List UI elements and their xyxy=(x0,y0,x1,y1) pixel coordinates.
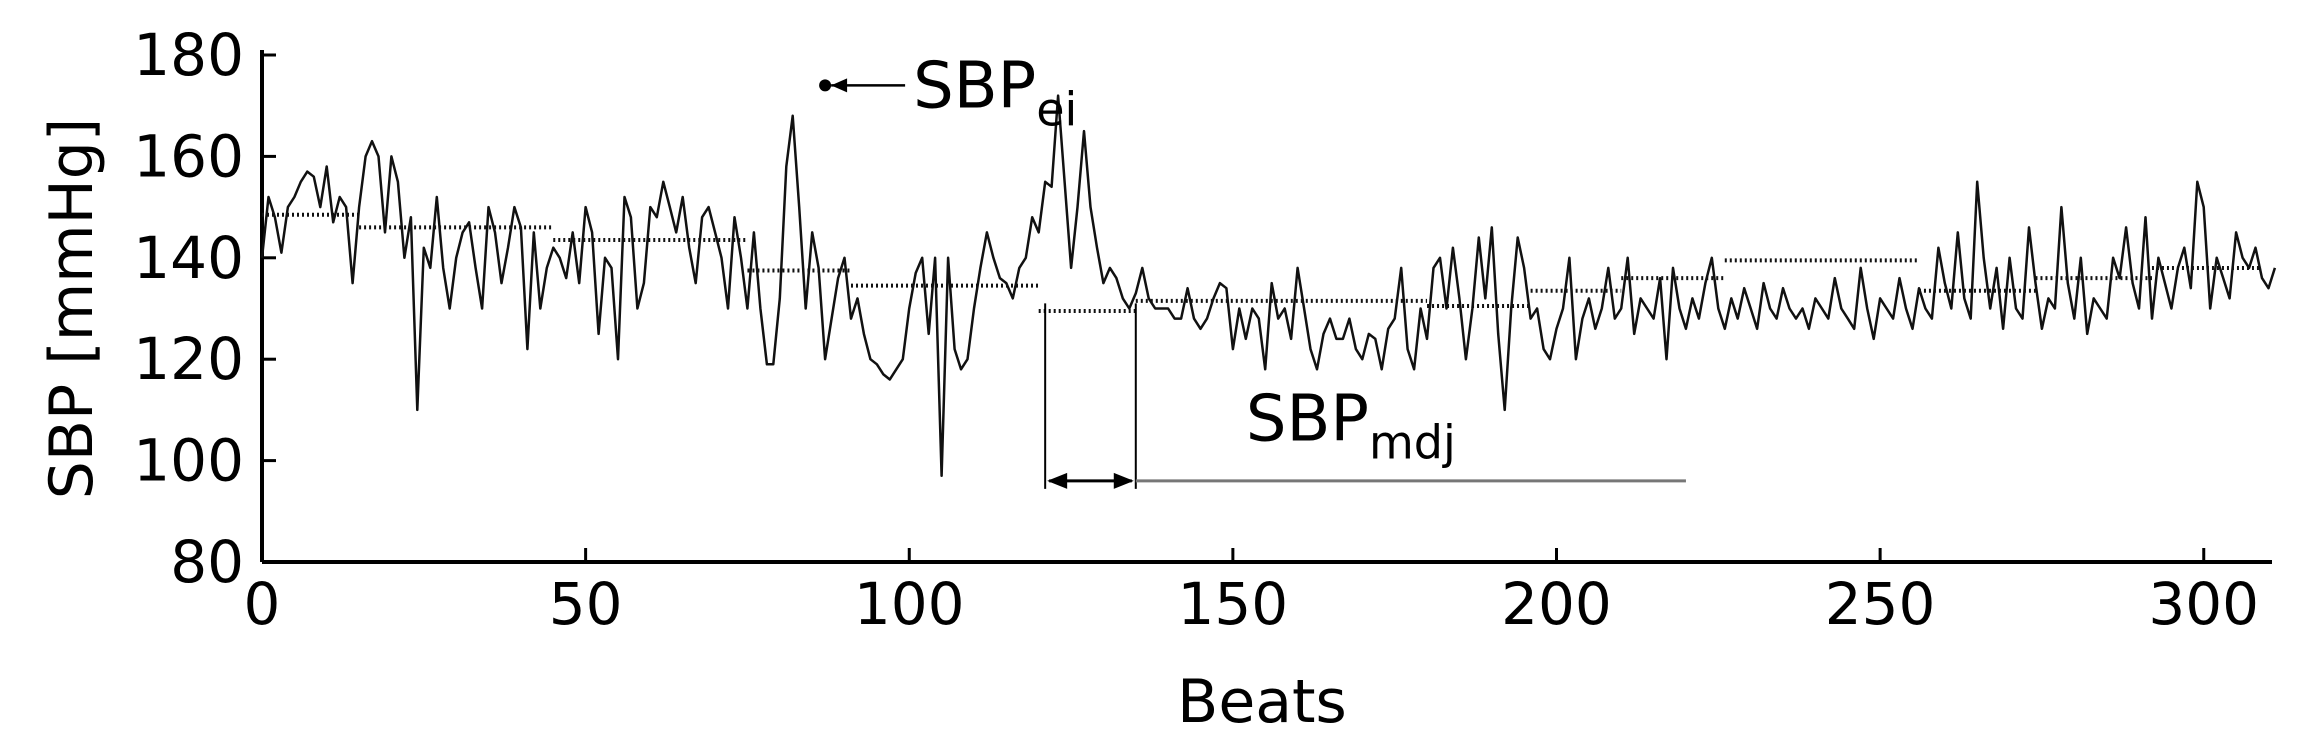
x-tick-label: 0 xyxy=(244,570,281,638)
annotation-sbp-ei: SBPei xyxy=(819,49,1077,136)
y-tick-label: 140 xyxy=(133,224,244,292)
x-tick-label: 50 xyxy=(549,570,623,638)
y-tick-label: 180 xyxy=(133,21,244,89)
y-ticks: 80 100 120 140 160 180 xyxy=(133,21,276,596)
ei-label-main: SBP xyxy=(913,49,1036,123)
ei-label-sub: ei xyxy=(1036,82,1077,136)
mdj-label-main: SBP xyxy=(1246,382,1369,456)
x-tick-label: 200 xyxy=(1501,570,1612,638)
ei-arrowhead xyxy=(831,78,848,93)
x-tick-label: 150 xyxy=(1178,570,1289,638)
y-tick-label: 120 xyxy=(133,325,244,393)
sbp-series-line xyxy=(260,94,2277,478)
x-tick-label: 250 xyxy=(1825,570,1936,638)
y-tick-label: 100 xyxy=(133,427,244,495)
annotation-sbp-mdj: SBPmdj xyxy=(1044,303,1686,489)
y-tick-label: 160 xyxy=(133,122,244,190)
x-axis-title: Beats xyxy=(1177,667,1347,737)
x-ticks: 0 50 100 150 200 250 300 xyxy=(244,548,2259,638)
x-tick-label: 300 xyxy=(2148,570,2259,638)
ei-label: SBPei xyxy=(913,49,1077,136)
mdj-arrowhead-left xyxy=(1047,472,1068,489)
mdj-arrowhead-right xyxy=(1113,472,1134,489)
y-axis-title: SBP [mmHg] xyxy=(37,118,107,499)
ei-peak-point xyxy=(819,79,832,92)
mdj-label-sub: mdj xyxy=(1369,415,1456,469)
y-tick-label: 80 xyxy=(170,528,244,596)
mdj-label: SBPmdj xyxy=(1246,382,1456,469)
axes xyxy=(260,50,2272,564)
x-tick-label: 100 xyxy=(854,570,965,638)
